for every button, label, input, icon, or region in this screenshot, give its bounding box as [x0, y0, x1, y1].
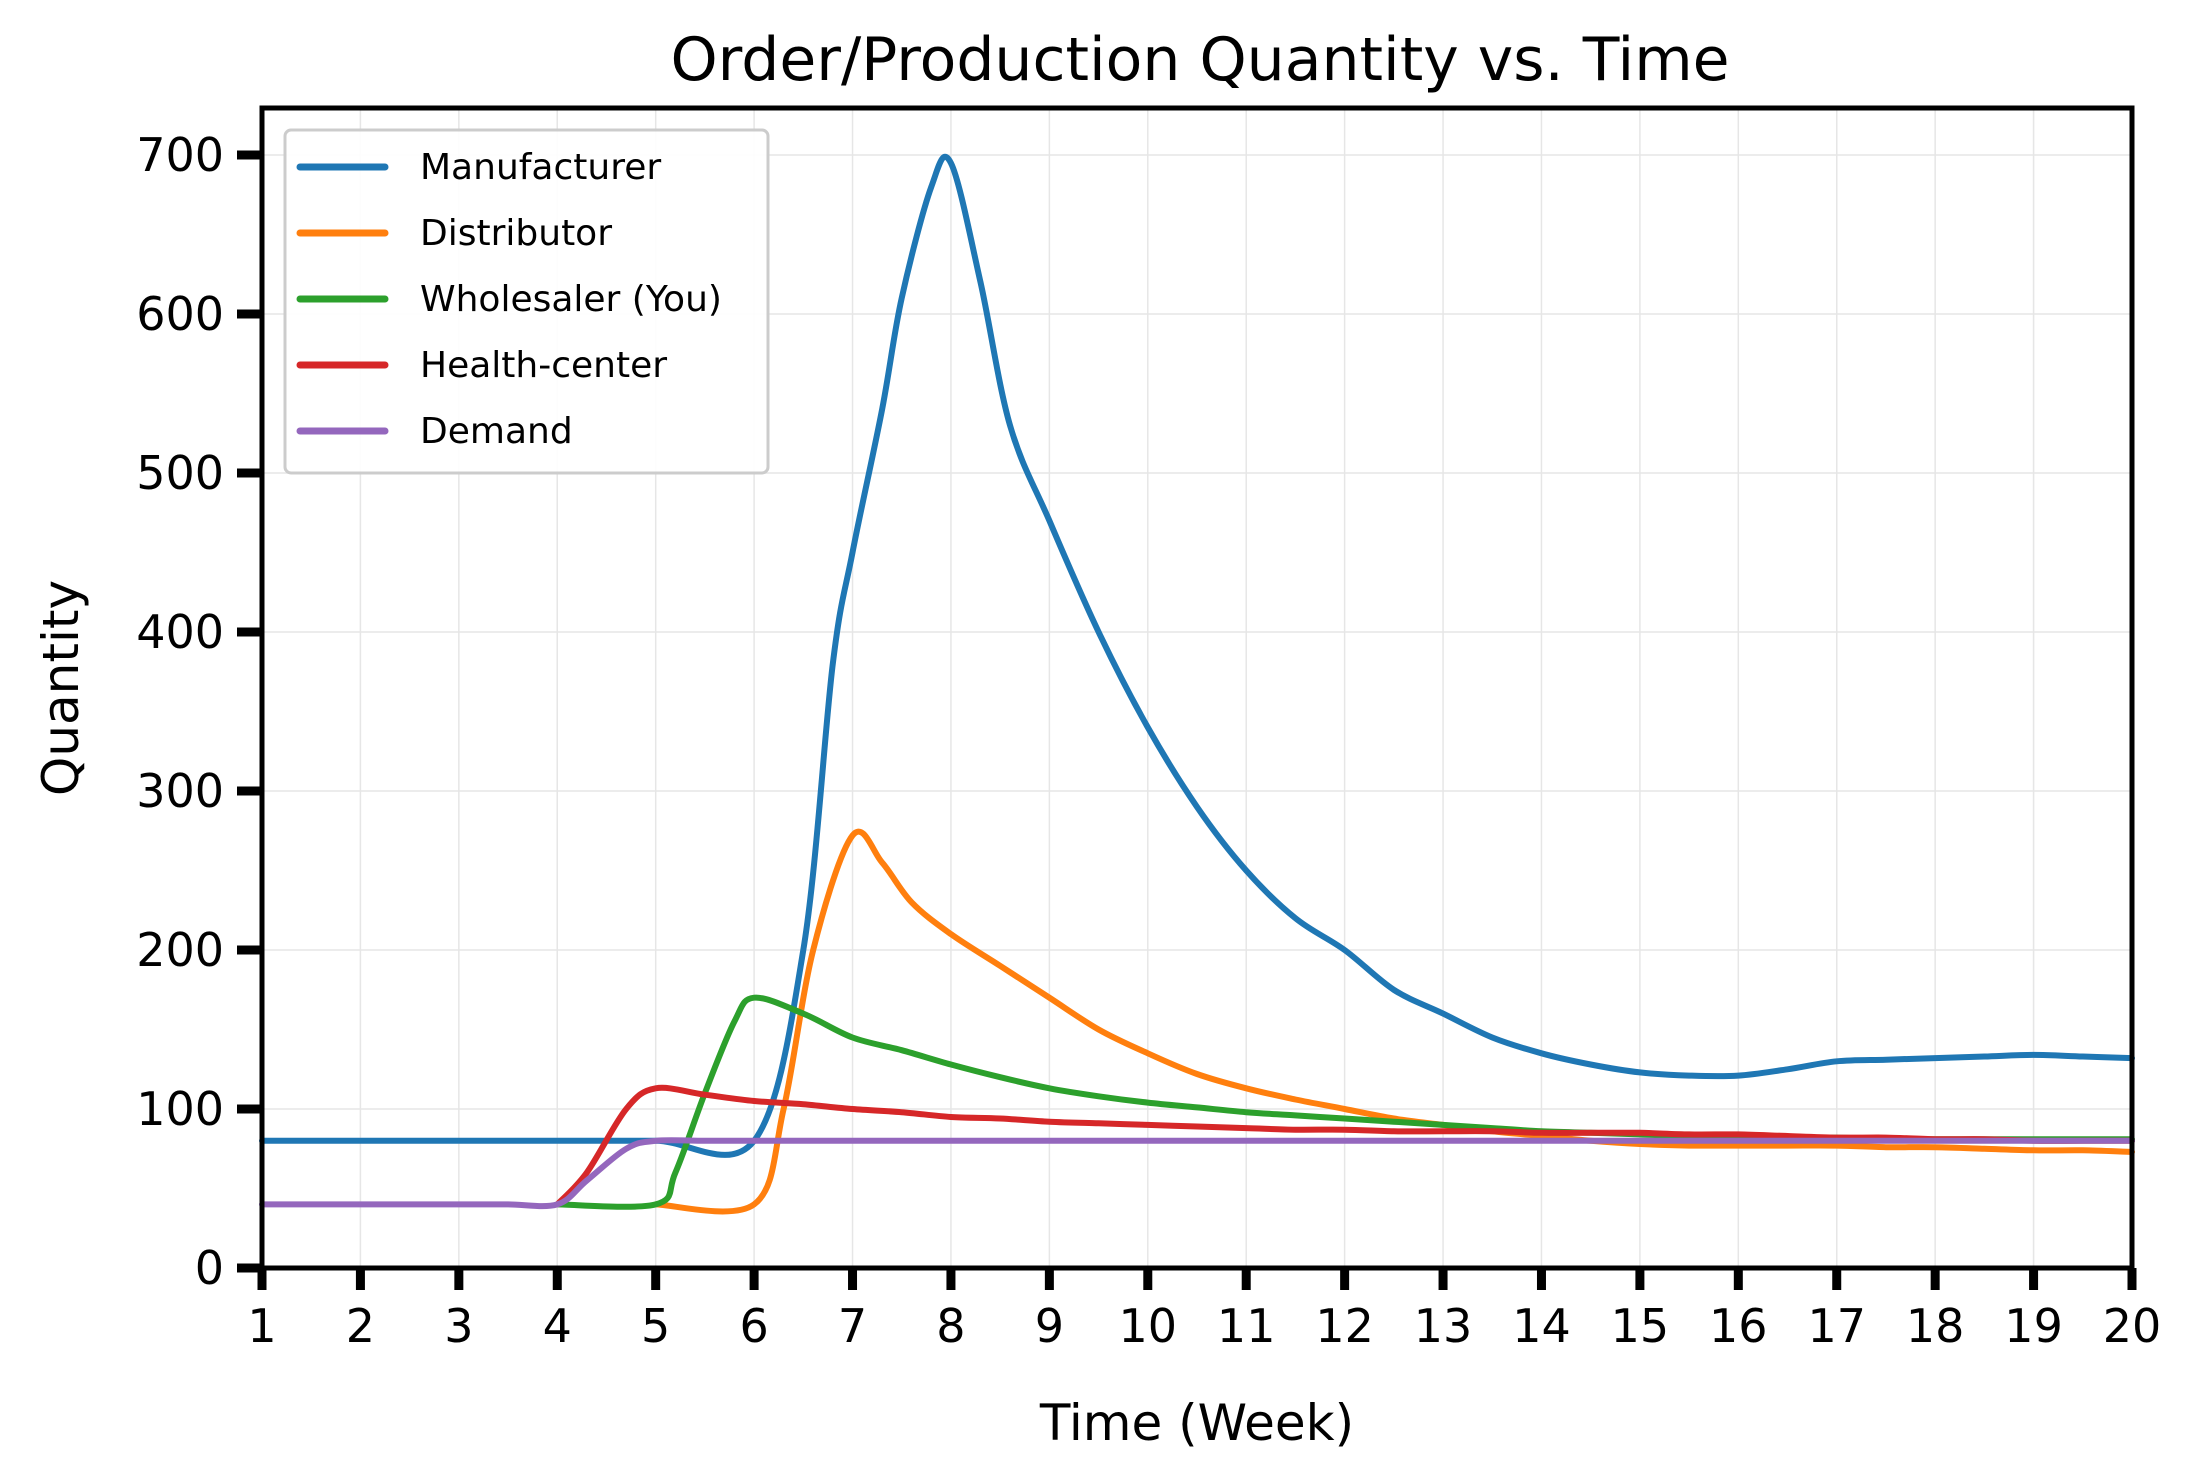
legend: Manufacturer Distributor Wholesaler (You) H… [283, 128, 770, 475]
legend-box [283, 128, 770, 475]
series-line-distributor [652, 828, 2135, 1215]
y-axis-ticks: 0 100 200 300 400 500 600 700 [136, 128, 262, 1295]
x-tick-label: 20 [2103, 1299, 2162, 1353]
legend-label-demand: Demand [420, 411, 573, 452]
x-tick-label: 4 [543, 1299, 572, 1353]
y-tick-label: 500 [136, 446, 224, 500]
legend-label-manufacturer: Manufacturer [420, 147, 661, 188]
x-tick-label: 9 [1035, 1299, 1064, 1353]
series-layer [259, 153, 2135, 1215]
x-tick-label: 11 [1217, 1299, 1276, 1353]
legend-label-distributor: Distributor [420, 213, 612, 254]
x-tick-label: 7 [838, 1299, 867, 1353]
x-tick-label: 8 [936, 1299, 965, 1353]
x-tick-label: 3 [444, 1299, 473, 1353]
x-axis-ticks: 1 2 3 4 5 6 7 8 9 10 11 12 13 14 15 16 17 18 19 20 [247, 1268, 2161, 1353]
x-axis-label: Time (Week) [1039, 1394, 1354, 1452]
series-line-demand [259, 1137, 2135, 1210]
x-tick-label: 12 [1315, 1299, 1374, 1353]
legend-label-wholesaler-you: Wholesaler (You) [420, 279, 722, 320]
y-tick-label: 0 [195, 1241, 224, 1295]
legend-entries: Manufacturer Distributor Wholesaler (You) H… [296, 147, 722, 452]
x-tick-label: 17 [1807, 1299, 1866, 1353]
chart-title: Order/Production Quantity vs. Time [670, 25, 1729, 95]
x-tick-label: 15 [1611, 1299, 1670, 1353]
x-tick-label: 13 [1414, 1299, 1473, 1353]
series-line-manufacturer [259, 153, 2135, 1158]
x-tick-label: 1 [247, 1299, 276, 1353]
x-tick-label: 6 [739, 1299, 768, 1353]
x-tick-label: 14 [1512, 1299, 1571, 1353]
y-tick-label: 100 [136, 1082, 224, 1136]
series-line-health-center [554, 1084, 2135, 1208]
plot-frame [259, 105, 2135, 1271]
x-tick-label: 18 [1906, 1299, 1965, 1353]
x-tick-label: 16 [1709, 1299, 1768, 1353]
x-tick-label: 19 [2004, 1299, 2063, 1353]
x-tick-label: 10 [1119, 1299, 1178, 1353]
x-tick-label: 2 [346, 1299, 375, 1353]
y-tick-label: 600 [136, 287, 224, 341]
y-tick-label: 700 [136, 128, 224, 182]
y-tick-label: 200 [136, 923, 224, 977]
y-tick-label: 400 [136, 605, 224, 659]
y-axis-label: Quantity [32, 580, 90, 796]
x-tick-label: 5 [641, 1299, 670, 1353]
y-tick-label: 300 [136, 764, 224, 818]
legend-label-health-center: Health-center [420, 345, 667, 386]
